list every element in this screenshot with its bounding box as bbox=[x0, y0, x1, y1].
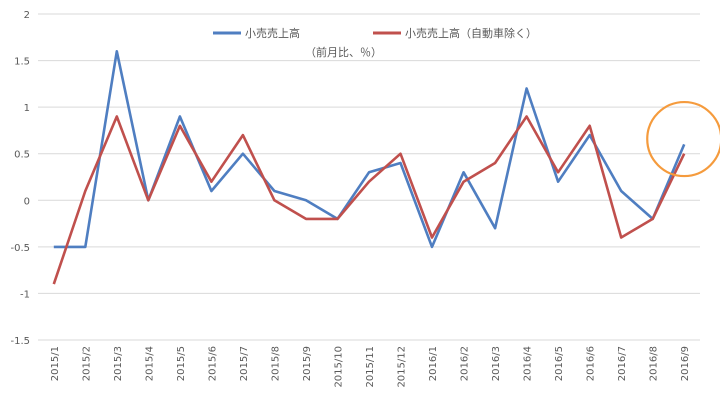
x-tick-label: 2015/6 bbox=[207, 346, 218, 381]
series-lines bbox=[52, 49, 686, 285]
x-tick-label: 2015/1 bbox=[50, 346, 61, 381]
series-line-1 bbox=[52, 115, 686, 285]
y-tick-label: 2 bbox=[24, 10, 30, 21]
gridlines bbox=[38, 13, 700, 341]
x-tick-label: 2016/7 bbox=[617, 346, 628, 381]
y-tick-label: -1 bbox=[20, 289, 30, 300]
x-tick-label: 2015/9 bbox=[302, 346, 313, 381]
x-tick-label: 2015/2 bbox=[81, 346, 92, 381]
highlight-circle bbox=[646, 100, 720, 178]
x-tick-label: 2015/8 bbox=[270, 346, 281, 381]
x-tick-label: 2016/9 bbox=[680, 346, 691, 381]
x-tick-label: 2016/4 bbox=[523, 346, 534, 381]
x-tick-label: 2015/3 bbox=[113, 346, 124, 381]
x-tick-label: 2016/5 bbox=[554, 346, 565, 381]
series-line-0 bbox=[53, 49, 686, 249]
y-tick-label: 0 bbox=[24, 196, 30, 207]
x-axis-labels: 2015/1 2015/2 2015/3 2015/4 2015/5 2015/6 2015… bbox=[50, 346, 691, 388]
y-tick-label: 1.5 bbox=[14, 57, 30, 68]
legend: 小売売上高 小売売上高（自動車除く） bbox=[213, 26, 537, 40]
highlight-ring bbox=[646, 100, 720, 178]
y-tick-label: -0.5 bbox=[10, 243, 30, 254]
y-tick-label: 0.5 bbox=[14, 150, 30, 161]
legend-label-series-0: 小売売上高 bbox=[245, 26, 300, 40]
x-tick-label: 2015/10 bbox=[333, 346, 344, 388]
y-axis-labels: -1.5 -1 -0.5 0 0.5 1 1.5 2 bbox=[10, 10, 30, 347]
x-tick-label: 2016/6 bbox=[586, 346, 597, 381]
x-tick-label: 2015/11 bbox=[365, 346, 376, 388]
x-tick-label: 2015/7 bbox=[239, 346, 250, 381]
y-tick-label: -1.5 bbox=[10, 336, 30, 347]
x-tick-label: 2016/3 bbox=[491, 346, 502, 381]
unit-note: （前月比、％） bbox=[305, 45, 382, 59]
x-tick-label: 2016/2 bbox=[460, 346, 471, 381]
x-tick-label: 2015/4 bbox=[144, 346, 155, 381]
x-tick-label: 2015/5 bbox=[176, 346, 187, 381]
y-tick-label: 1 bbox=[24, 103, 30, 114]
x-tick-label: 2016/8 bbox=[649, 346, 660, 381]
x-tick-label: 2015/12 bbox=[397, 346, 408, 388]
legend-label-series-1: 小売売上高（自動車除く） bbox=[405, 26, 537, 40]
x-tick-label: 2016/1 bbox=[428, 346, 439, 381]
